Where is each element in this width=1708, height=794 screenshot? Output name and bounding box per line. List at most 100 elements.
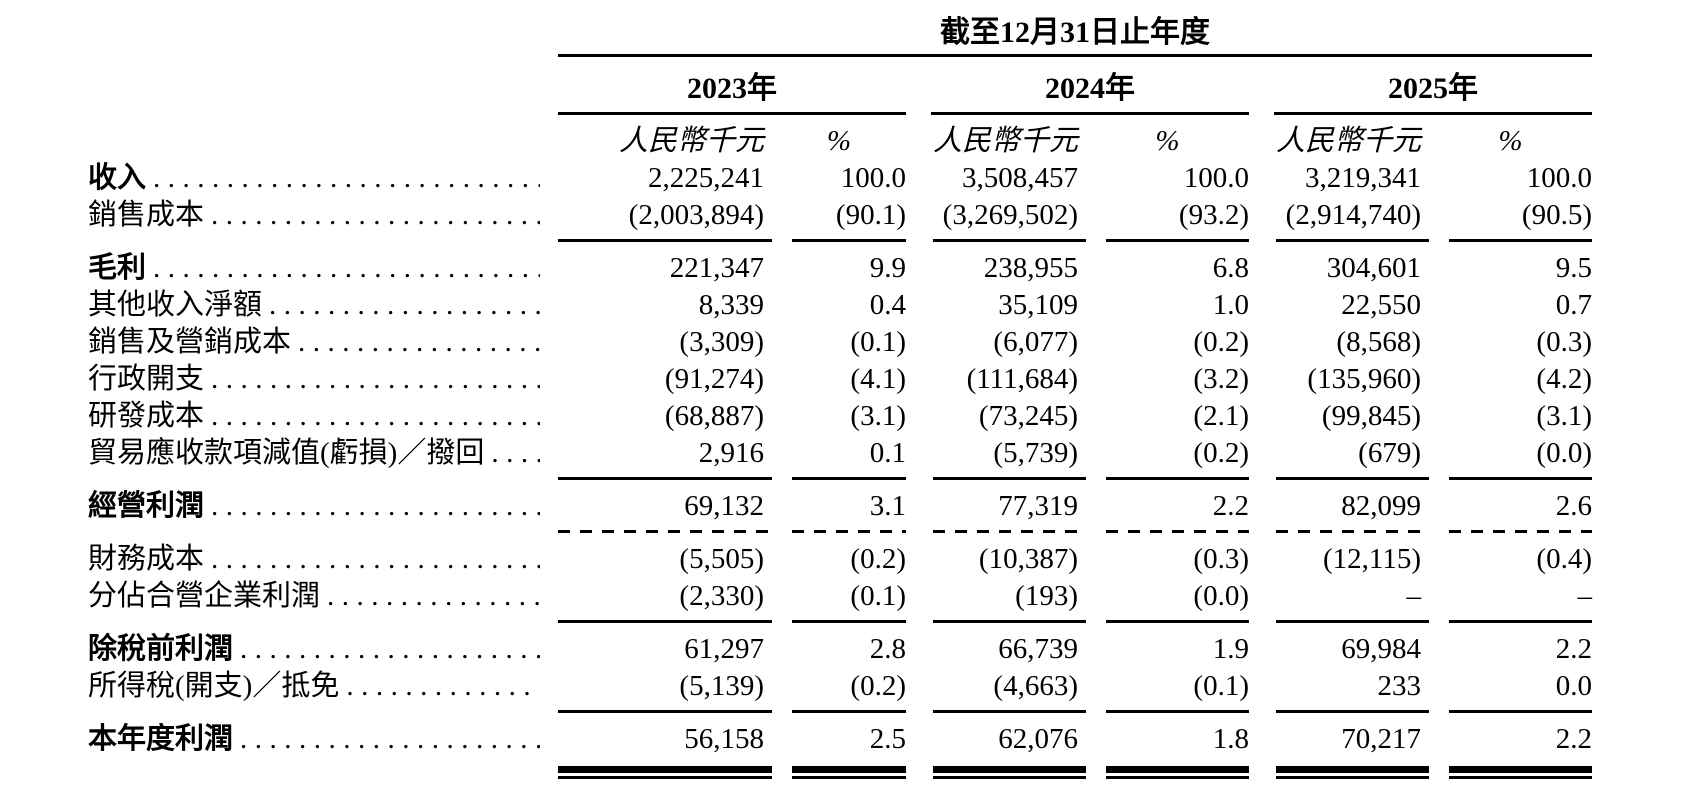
value-cell: (12,115) [1323,543,1421,575]
solid-rule [792,620,906,623]
table-row: 經營利潤 69,132 3.1 77,319 2.2 82,099 2.6 [88,488,1708,525]
value-cell: 6.8 [1212,252,1249,284]
solid-rule [1276,620,1429,623]
value-cell: (2.1) [1193,400,1249,432]
value-cell: (2,330) [679,580,764,612]
value-cell: (5,139) [679,670,764,702]
row-label-cell: 經營利潤 [88,488,540,525]
value-cell: (8,568) [1336,326,1421,358]
value-cell: (99,845) [1321,400,1421,432]
table-rows: 收入 2,225,241 100.0 3,508,457 100.0 3,219,341 1… [88,160,1708,790]
value-cell: (0.3) [1193,543,1249,575]
value-cell: (3.1) [1536,400,1592,432]
value-cell: 2.2 [1555,633,1592,665]
rule-row [88,615,1708,631]
value-cell: 2.5 [869,723,906,755]
solid-rule [1106,710,1249,713]
rule-row [88,234,1708,250]
value-cell: 3,219,341 [1305,162,1421,194]
row-label-cell: 行政開支 [88,361,540,398]
table-row: 財務成本 (5,505) (0.2) (10,387) (0.3) (12,115) (0.… [88,541,1708,578]
value-cell: (6,077) [993,326,1078,358]
row-label-cell: 研發成本 [88,398,540,435]
value-cell: 82,099 [1341,490,1421,522]
row-label: 本年度利潤 [88,723,234,755]
solid-rule [1449,477,1592,480]
table-row: 行政開支 (91,274) (4.1) (111,684) (3.2) (135,960)… [88,361,1708,398]
table-row: 本年度利潤 56,158 2.5 62,076 1.8 70,217 2.2 [88,721,1708,758]
solid-rule [792,239,906,242]
value-cell: 77,319 [998,490,1078,522]
double-rule [558,766,772,779]
year-header-2023: 2023年 [687,72,777,105]
value-cell: (0.1) [850,326,906,358]
table-title-row: 截至12月31日止年度 [88,12,1708,54]
table-row: 所得稅(開支)／抵免 (5,139) (0.2) (4,663) (0.1) 233 0.0 [88,668,1708,705]
value-cell: 62,076 [998,723,1078,755]
value-cell: 3.1 [869,490,906,522]
value-cell: (193) [1015,580,1078,612]
value-cell: (10,387) [978,543,1078,575]
value-cell: 2.8 [869,633,906,665]
year-header-2025: 2025年 [1388,72,1478,105]
solid-rule [1106,239,1249,242]
row-label-cell: 所得稅(開支)／抵免 [88,668,540,705]
dot-leader [240,631,540,668]
value-cell: (4.1) [850,363,906,395]
dot-leader [269,287,540,324]
value-cell: (73,245) [978,400,1078,432]
value-cell: (4,663) [993,670,1078,702]
value-cell: 2.6 [1555,490,1592,522]
dot-leader [240,721,540,758]
row-label: 經營利潤 [88,490,205,522]
solid-rule [558,620,772,623]
dashed-rule [558,530,772,533]
value-cell: 66,739 [998,633,1078,665]
percent-header-2023: % [826,125,852,157]
year-rule-2024 [931,112,1249,115]
dot-leader [327,578,540,615]
row-label: 除稅前利潤 [88,633,234,665]
value-cell: (5,739) [993,437,1078,469]
solid-rule [933,710,1086,713]
subheader-row: 人民幣千元 % 人民幣千元 % 人民幣千元 % [88,122,1708,160]
table-row: 毛利 221,347 9.9 238,955 6.8 304,601 9.5 [88,250,1708,287]
row-label-cell: 本年度利潤 [88,721,540,758]
value-cell: – [1406,580,1422,612]
row-label: 銷售及營銷成本 [88,326,292,358]
double-rule [933,766,1086,779]
dot-leader [346,668,540,705]
value-cell: (679) [1358,437,1421,469]
solid-rule [558,477,772,480]
row-label-cell: 除稅前利潤 [88,631,540,668]
row-label: 分佔合營企業利潤 [88,580,321,612]
dot-leader [153,250,540,287]
double-rule [792,766,906,779]
row-label-cell: 分佔合營企業利潤 [88,578,540,615]
row-label: 銷售成本 [88,199,205,231]
table-row: 銷售及營銷成本 (3,309) (0.1) (6,077) (0.2) (8,568) (0… [88,324,1708,361]
row-label-cell: 其他收入淨額 [88,287,540,324]
value-cell: (90.1) [835,199,906,231]
value-cell: 304,601 [1326,252,1421,284]
solid-rule [792,710,906,713]
row-label: 所得稅(開支)／抵免 [88,670,340,702]
dashed-rule [1106,530,1249,533]
value-cell: 22,550 [1341,289,1421,321]
dashed-rule [1449,530,1592,533]
value-cell: (0.2) [850,670,906,702]
value-cell: 0.7 [1555,289,1592,321]
row-label: 行政開支 [88,363,205,395]
value-cell: 1.0 [1212,289,1249,321]
solid-rule [558,710,772,713]
table-row: 除稅前利潤 61,297 2.8 66,739 1.9 69,984 2.2 [88,631,1708,668]
value-cell: (2,914,740) [1285,199,1421,231]
row-label-cell: 財務成本 [88,541,540,578]
row-label: 研發成本 [88,400,205,432]
dashed-rule [1276,530,1429,533]
value-cell: 1.8 [1212,723,1249,755]
solid-rule [1449,239,1592,242]
row-label-cell: 毛利 [88,250,540,287]
value-cell: 8,339 [698,289,764,321]
dot-leader [298,324,540,361]
